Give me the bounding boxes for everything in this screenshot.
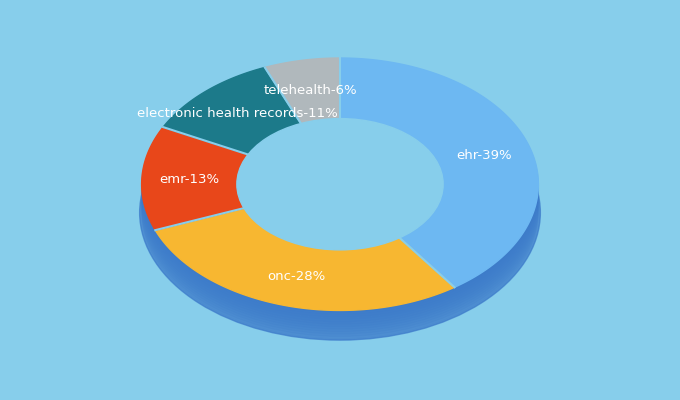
Ellipse shape (141, 72, 539, 324)
Ellipse shape (238, 148, 442, 278)
Polygon shape (163, 68, 301, 154)
Text: emr-13%: emr-13% (159, 173, 220, 186)
Ellipse shape (141, 84, 539, 336)
Polygon shape (340, 58, 539, 287)
Ellipse shape (139, 85, 541, 340)
Ellipse shape (141, 82, 539, 334)
Ellipse shape (141, 69, 539, 322)
Ellipse shape (141, 77, 539, 329)
Ellipse shape (141, 62, 539, 314)
Ellipse shape (141, 79, 539, 332)
Text: electronic health records-11%: electronic health records-11% (137, 107, 338, 120)
Polygon shape (155, 208, 454, 310)
Ellipse shape (141, 67, 539, 319)
Text: onc-28%: onc-28% (267, 270, 326, 283)
Ellipse shape (141, 86, 539, 339)
Ellipse shape (237, 118, 443, 250)
Ellipse shape (141, 74, 539, 327)
Ellipse shape (141, 60, 539, 312)
Ellipse shape (141, 64, 539, 317)
Text: telehealth-6%: telehealth-6% (264, 84, 358, 96)
Text: ehr-39%: ehr-39% (456, 149, 511, 162)
Polygon shape (141, 127, 248, 230)
Polygon shape (265, 58, 340, 124)
